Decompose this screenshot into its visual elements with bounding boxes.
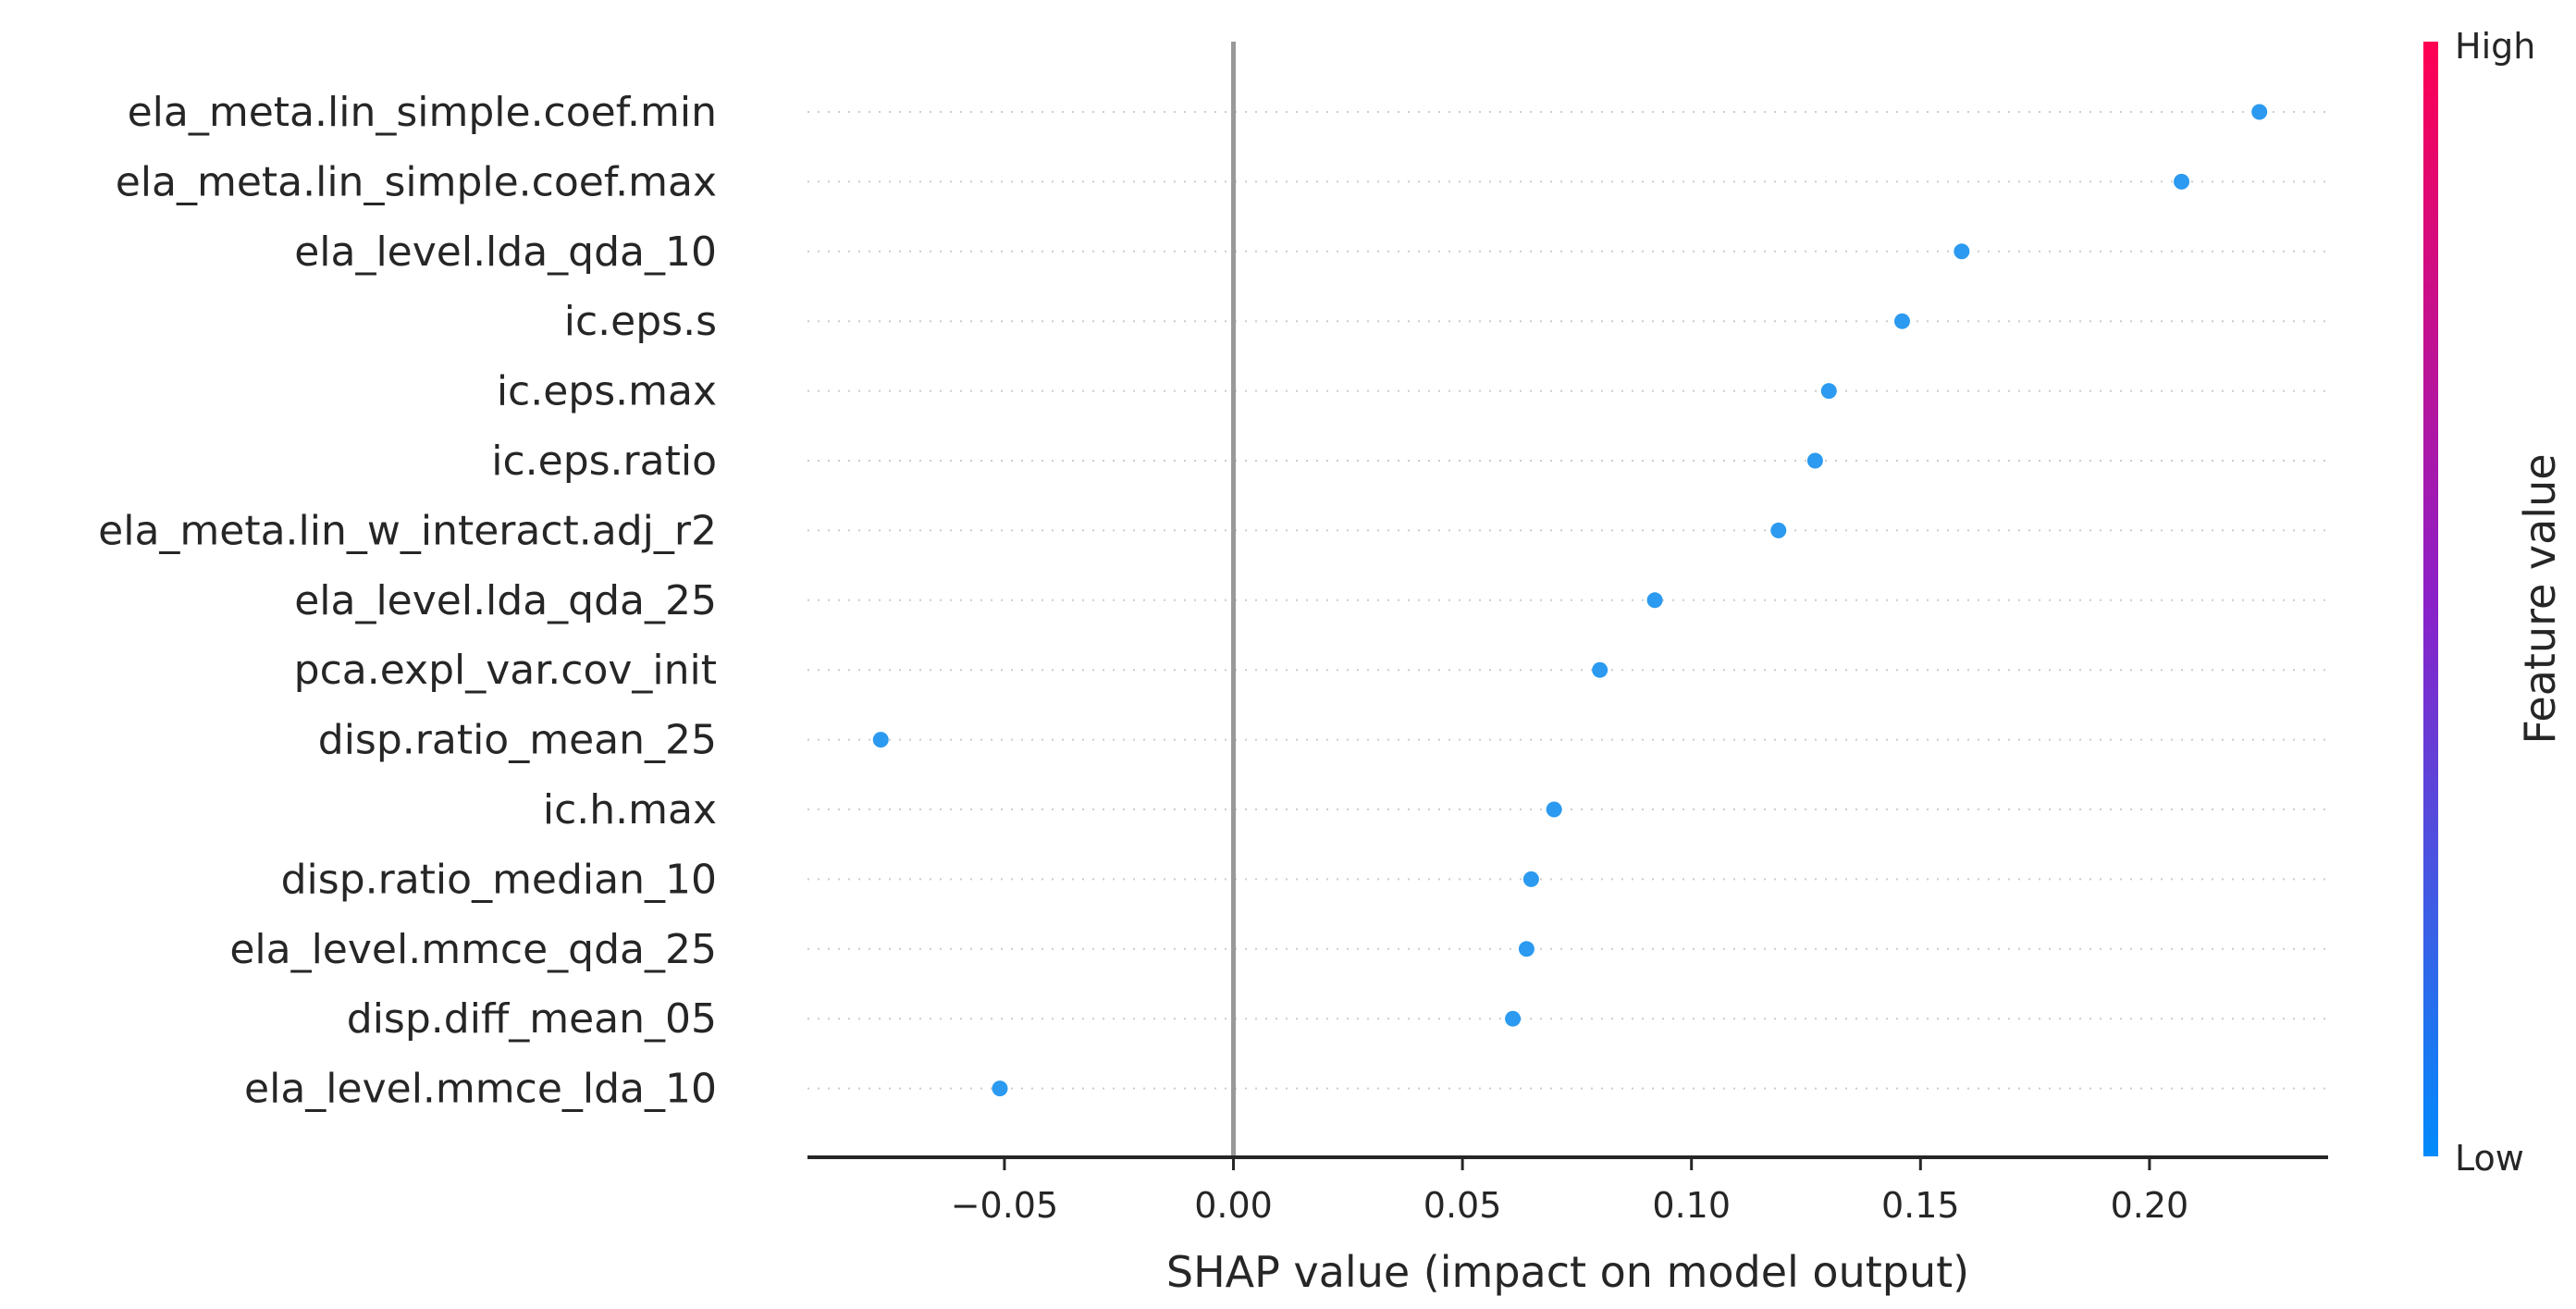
x-tick-label: 0.20 xyxy=(2111,1185,2189,1226)
colorbar-low-label: Low xyxy=(2455,1138,2524,1179)
feature-label: ic.eps.max xyxy=(497,368,717,415)
data-point xyxy=(872,732,889,748)
feature-label: disp.ratio_median_10 xyxy=(281,856,717,903)
data-points xyxy=(872,104,2268,1097)
colorbar-title: Feature value xyxy=(2515,453,2565,744)
feature-label: ela_level.lda_qda_10 xyxy=(294,228,717,276)
x-tick-label: 0.15 xyxy=(1881,1185,1960,1226)
x-tick-label: 0.00 xyxy=(1194,1185,1273,1226)
grid-layer xyxy=(807,111,2328,1090)
feature-label: ic.eps.ratio xyxy=(491,438,717,485)
data-point xyxy=(1770,522,1787,538)
feature-label: pca.expl_var.cov_init xyxy=(294,647,717,694)
feature-label: disp.diff_mean_05 xyxy=(347,995,717,1043)
data-point xyxy=(1592,661,1608,678)
data-point xyxy=(1806,452,1823,469)
colorbar: High Low Feature value xyxy=(2423,26,2565,1179)
data-point xyxy=(1820,383,1837,400)
x-axis: −0.05 0.00 0.05 0.10 0.15 0.20 xyxy=(807,1155,2328,1226)
data-point xyxy=(992,1081,1008,1097)
feature-label: disp.ratio_mean_25 xyxy=(318,717,717,764)
data-point xyxy=(2174,173,2190,190)
x-tick-label: −0.05 xyxy=(951,1185,1058,1226)
colorbar-high-label: High xyxy=(2455,26,2535,67)
feature-labels: ela_meta.lin_simple.coef.min ela_meta.lin… xyxy=(98,89,717,1113)
feature-label: ela_level.mmce_qda_25 xyxy=(229,926,717,973)
feature-label: ela_level.lda_qda_25 xyxy=(294,577,717,624)
data-point xyxy=(1546,801,1562,818)
x-tick-label: 0.10 xyxy=(1652,1185,1731,1226)
feature-label: ela_meta.lin_simple.coef.min xyxy=(128,89,717,136)
data-point xyxy=(1954,243,1970,260)
x-axis-title: SHAP value (impact on model output) xyxy=(1166,1247,1969,1297)
data-point xyxy=(2251,104,2268,120)
feature-label: ic.h.max xyxy=(543,786,717,834)
feature-label: ic.eps.s xyxy=(564,298,717,345)
feature-label: ela_meta.lin_simple.coef.max xyxy=(116,158,717,205)
x-tick-label: 0.05 xyxy=(1424,1185,1502,1226)
data-point xyxy=(1893,313,1910,329)
feature-label: ela_level.mmce_lda_10 xyxy=(244,1066,717,1113)
data-point xyxy=(1646,592,1663,609)
data-point xyxy=(1522,871,1539,887)
data-point xyxy=(1518,941,1535,957)
data-point xyxy=(1505,1010,1522,1027)
feature-label: ela_meta.lin_w_interact.adj_r2 xyxy=(98,507,717,554)
colorbar-gradient xyxy=(2423,42,2438,1156)
